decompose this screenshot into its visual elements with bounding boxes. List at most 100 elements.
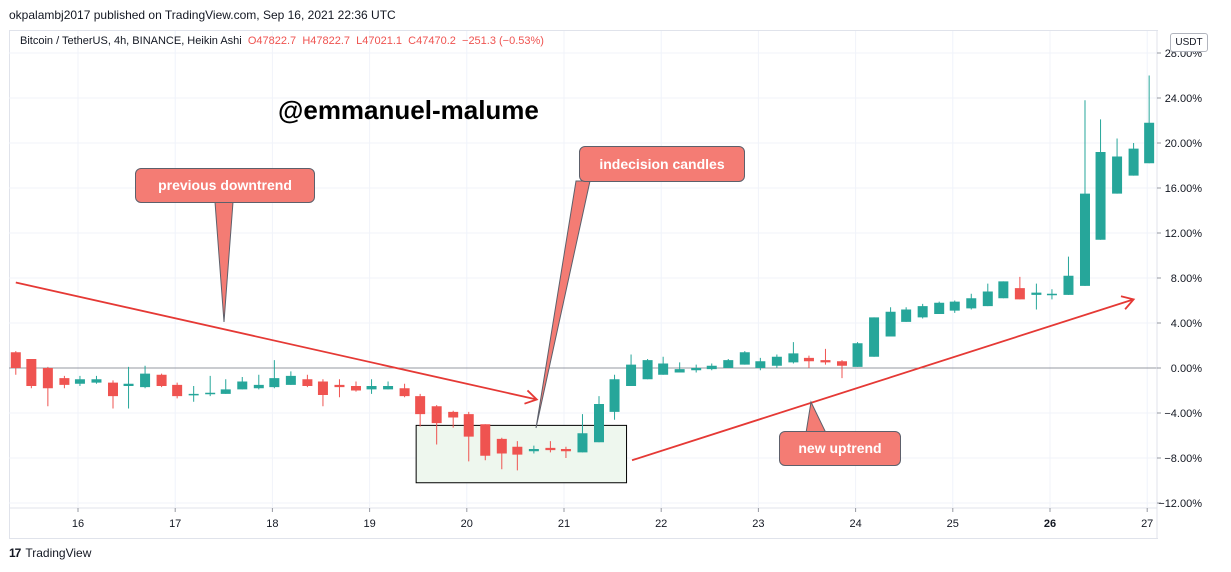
candle-up[interactable] xyxy=(253,384,264,389)
tradingview-logo-icon: 17 xyxy=(9,546,21,560)
callout-previous-downtrend: previous downtrend xyxy=(135,168,315,203)
price-tick-label: 24.00% xyxy=(1165,93,1203,105)
candle-up[interactable] xyxy=(205,392,216,395)
footer-brand[interactable]: 17 TradingView xyxy=(9,546,91,560)
candle-up[interactable] xyxy=(885,311,896,337)
candle-down[interactable] xyxy=(803,357,814,362)
price-tick-label: 8.00% xyxy=(1171,273,1202,285)
candle-up[interactable] xyxy=(739,352,750,365)
candle-down[interactable] xyxy=(10,352,21,368)
candle-up[interactable] xyxy=(237,381,248,390)
price-tick-label: 12.00% xyxy=(1165,228,1203,240)
candle-up[interactable] xyxy=(593,404,604,443)
candle-up[interactable] xyxy=(74,379,85,384)
candle-up[interactable] xyxy=(706,365,717,370)
candle-up[interactable] xyxy=(755,361,766,368)
candle-up[interactable] xyxy=(1128,148,1139,176)
symbol-legend: Bitcoin / TetherUS, 4h, BINANCE, Heikin … xyxy=(20,35,544,47)
candle-down[interactable] xyxy=(545,447,556,451)
candle-down[interactable] xyxy=(836,361,847,366)
time-tick-label: 24 xyxy=(849,518,861,530)
candle-up[interactable] xyxy=(674,369,685,373)
time-tick-label: 16 xyxy=(72,518,84,530)
time-tick-label: 21 xyxy=(558,518,570,530)
candle-up[interactable] xyxy=(140,373,151,388)
candle-down[interactable] xyxy=(496,438,507,454)
previous-downtrend-arrow[interactable] xyxy=(15,281,537,401)
candle-up[interactable] xyxy=(1095,152,1106,240)
candle-up[interactable] xyxy=(949,301,960,311)
candle-down[interactable] xyxy=(334,384,345,388)
candle-down[interactable] xyxy=(512,446,523,455)
candle-up[interactable] xyxy=(1112,156,1123,194)
time-tick-label: 27 xyxy=(1141,518,1153,530)
open-value: O47822.7 xyxy=(247,35,297,47)
currency-button[interactable]: USDT xyxy=(1170,33,1208,52)
chart-pane[interactable] xyxy=(9,30,1158,539)
time-tick-label: 23 xyxy=(752,518,764,530)
candle-up[interactable] xyxy=(869,317,880,357)
candle-down[interactable] xyxy=(480,424,491,456)
candle-down[interactable] xyxy=(107,382,118,397)
candle-down[interactable] xyxy=(59,378,70,385)
candle-down[interactable] xyxy=(560,449,571,452)
callout-indecision-candles: indecision candles xyxy=(579,146,745,182)
symbol-name[interactable]: Bitcoin / TetherUS, 4h, BINANCE, Heikin … xyxy=(20,35,242,47)
change-value: −251.3 (−0.53%) xyxy=(462,35,544,47)
candle-up[interactable] xyxy=(788,353,799,363)
candle-down[interactable] xyxy=(463,414,474,437)
candle-up[interactable] xyxy=(285,375,296,385)
candle-up[interactable] xyxy=(577,433,588,453)
candle-up[interactable] xyxy=(383,386,394,390)
candle-up[interactable] xyxy=(626,364,637,386)
candle-down[interactable] xyxy=(302,379,313,386)
candle-up[interactable] xyxy=(123,383,134,386)
price-axis-panel[interactable] xyxy=(1157,31,1231,508)
candle-up[interactable] xyxy=(966,298,977,309)
candle-up[interactable] xyxy=(188,393,199,396)
time-tick-label: 18 xyxy=(266,518,278,530)
candle-up[interactable] xyxy=(658,363,669,375)
time-tick-label: 17 xyxy=(169,518,181,530)
candle-up[interactable] xyxy=(1063,275,1074,295)
candle-up[interactable] xyxy=(1144,122,1155,164)
candle-up[interactable] xyxy=(723,360,734,368)
candle-down[interactable] xyxy=(1014,288,1025,300)
candle-up[interactable] xyxy=(609,379,620,412)
candle-up[interactable] xyxy=(1079,193,1090,286)
candle-up[interactable] xyxy=(982,291,993,307)
candle-up[interactable] xyxy=(366,386,377,390)
price-tick-label: −8.00% xyxy=(1164,453,1202,465)
new-uptrend-arrow[interactable] xyxy=(631,298,1134,462)
candle-up[interactable] xyxy=(934,302,945,314)
candle-down[interactable] xyxy=(399,388,410,397)
candle-up[interactable] xyxy=(91,379,102,383)
candle-up[interactable] xyxy=(220,389,231,394)
candle-down[interactable] xyxy=(431,406,442,424)
candle-up[interactable] xyxy=(771,356,782,366)
candle-down[interactable] xyxy=(42,368,53,389)
candle-up[interactable] xyxy=(1046,293,1057,296)
candle-down[interactable] xyxy=(820,360,831,363)
candle-up[interactable] xyxy=(528,449,539,452)
candle-up[interactable] xyxy=(998,281,1009,299)
candle-up[interactable] xyxy=(917,306,928,318)
candle-down[interactable] xyxy=(350,386,361,391)
candle-down[interactable] xyxy=(448,411,459,418)
candle-up[interactable] xyxy=(691,368,702,371)
candle-down[interactable] xyxy=(26,359,37,386)
indecision-callout-pointer xyxy=(535,180,591,429)
candle-up[interactable] xyxy=(1031,292,1042,295)
candle-down[interactable] xyxy=(317,381,328,396)
candle-down[interactable] xyxy=(415,396,426,415)
candle-up[interactable] xyxy=(852,343,863,367)
candle-up[interactable] xyxy=(642,360,653,380)
candle-down[interactable] xyxy=(156,374,167,386)
candle-up[interactable] xyxy=(901,309,912,322)
publisher-bar: okpalambj2017 published on TradingView.c… xyxy=(0,0,1231,30)
price-tick-label: −4.00% xyxy=(1164,408,1202,420)
candle-down[interactable] xyxy=(172,384,183,397)
candle-up[interactable] xyxy=(269,378,280,388)
downtrend-callout-pointer xyxy=(214,201,234,323)
